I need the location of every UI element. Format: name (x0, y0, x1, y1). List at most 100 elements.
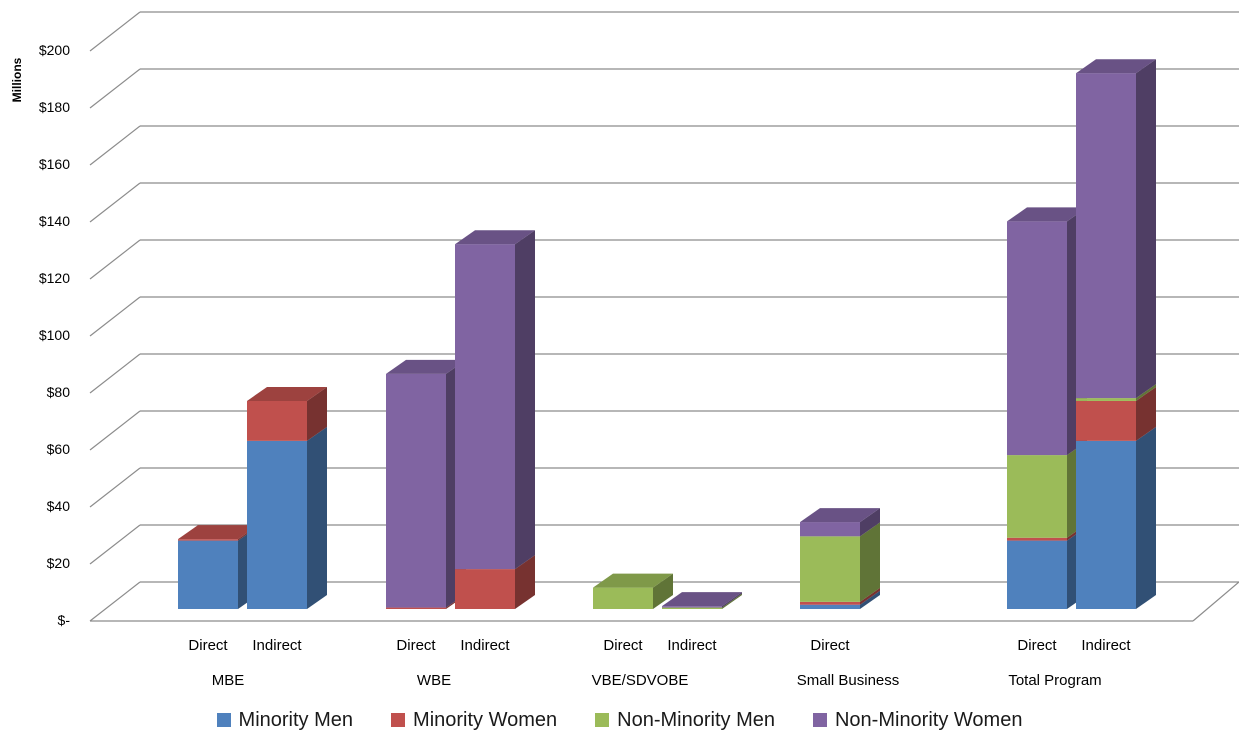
y-tick-label: $60 (47, 441, 71, 457)
bar-wbe-indirect-non-minority-women-side (515, 230, 535, 570)
gridline-depth (89, 182, 141, 223)
x-tick-label-total-program-direct: Direct (1017, 637, 1057, 654)
floor-right-edge (1192, 581, 1239, 622)
bar-total-program-indirect-minority-women-side (1136, 386, 1156, 441)
bar-small-business-direct-non-minority-women (800, 522, 860, 537)
bar-total-program-indirect-minority-men (1076, 440, 1136, 609)
y-tick-label: $200 (39, 42, 70, 58)
bar-wbe-direct-top (386, 359, 466, 374)
x-tick-label-vbe-sdvobe-indirect: Indirect (667, 637, 717, 654)
bar-wbe-indirect-non-minority-women (455, 244, 515, 570)
legend-label-non-minority-men: Non-Minority Men (617, 708, 775, 731)
x-tick-label-total-program-indirect: Indirect (1081, 637, 1131, 654)
bar-small-business-direct-top (800, 508, 880, 523)
legend-item-minority-men: Minority Men (216, 708, 354, 732)
bar-total-program-direct-non-minority-men (1007, 455, 1067, 538)
bar-vbe-sdvobe-indirect-non-minority-men-side (722, 593, 742, 609)
bar-mbe-indirect-top (247, 386, 327, 401)
legend-label-non-minority-women: Non-Minority Women (834, 708, 1023, 731)
bar-small-business-direct-non-minority-men-side (860, 522, 880, 602)
gridline-depth (89, 125, 141, 166)
y-tick-label: $20 (47, 555, 71, 571)
y-tick-label: $180 (39, 99, 70, 115)
legend-label-minority-women: Minority Women (413, 708, 558, 731)
gridline-depth (89, 467, 141, 508)
group-label-vbe-sdvobe: VBE/SDVOBE (592, 672, 689, 689)
bar-total-program-direct-top (1007, 207, 1087, 222)
bar-total-program-indirect-minority-men-side (1136, 426, 1156, 609)
bar-vbe-sdvobe-direct-non-minority-men (593, 587, 653, 609)
bar-total-program-direct-minority-women (1007, 537, 1067, 541)
gridline-depth (89, 581, 141, 622)
bar-wbe-indirect-minority-women (455, 569, 515, 609)
group-label-small-business: Small Business (797, 672, 900, 689)
y-axis-label: Millions (10, 57, 24, 102)
bar-mbe-direct-minority-men (178, 540, 238, 609)
bar-vbe-sdvobe-indirect-top (662, 592, 742, 607)
bar-total-program-direct-minority-men (1007, 540, 1067, 609)
gridline-depth (89, 410, 141, 451)
x-tick-label-small-business-direct: Direct (810, 637, 850, 654)
bar-mbe-indirect-minority-men (247, 440, 307, 609)
legend-swatch-minority-men (216, 713, 231, 727)
bar-total-program-indirect-non-minority-men (1076, 398, 1136, 401)
group-label-total-program: Total Program (1008, 672, 1101, 689)
bar-vbe-sdvobe-direct-top (593, 573, 673, 588)
bar-mbe-indirect-minority-men-side (307, 426, 327, 609)
legend-swatch-minority-women (391, 713, 406, 727)
x-tick-label-mbe-indirect: Indirect (252, 637, 302, 654)
bar-small-business-direct-minority-men-side (860, 590, 880, 609)
y-tick-label: $40 (47, 498, 71, 514)
x-tick-label-wbe-direct: Direct (396, 637, 436, 654)
legend-swatch-non-minority-men (595, 713, 610, 727)
bar-vbe-sdvobe-direct-non-minority-men-side (653, 573, 673, 609)
x-tick-label-mbe-direct: Direct (188, 637, 228, 654)
bar-mbe-indirect-minority-women-side (307, 386, 327, 441)
bar-small-business-direct-non-minority-women-side (860, 508, 880, 537)
y-tick-label: $100 (39, 327, 70, 343)
bar-wbe-direct-minority-women (386, 607, 446, 609)
y-tick-label: $160 (39, 156, 70, 172)
bar-total-program-indirect-non-minority-men-side (1136, 384, 1156, 401)
bar-total-program-indirect-top (1076, 59, 1156, 74)
bar-vbe-sdvobe-indirect-non-minority-women (662, 606, 722, 608)
gridline-depth (89, 68, 141, 109)
legend-item-non-minority-men: Non-Minority Men (595, 709, 775, 732)
bar-mbe-direct-minority-women (178, 539, 238, 541)
legend: Minority Men Minority Women Non-Minority… (0, 704, 1239, 736)
x-tick-label-vbe-sdvobe-direct: Direct (603, 637, 643, 654)
legend-label-minority-men: Minority Men (238, 708, 354, 731)
y-tick-label: $140 (39, 213, 70, 229)
gridline-depth (89, 353, 141, 394)
bar-small-business-direct-non-minority-men (800, 536, 860, 602)
y-tick-label: $120 (39, 270, 70, 286)
legend-item-minority-women: Minority Women (391, 709, 557, 732)
gridline-depth (89, 239, 141, 280)
bar-vbe-sdvobe-indirect-non-minority-women-side (722, 592, 742, 608)
legend-item-non-minority-women: Non-Minority Women (812, 708, 1023, 732)
bar-total-program-direct-non-minority-women (1007, 221, 1067, 456)
bar-total-program-indirect-non-minority-women-side (1136, 59, 1156, 399)
bar-small-business-direct-minority-men (800, 604, 860, 609)
y-tick-label: $80 (47, 384, 71, 400)
bar-total-program-indirect-non-minority-women (1076, 73, 1136, 399)
bar-wbe-indirect-minority-women-side (515, 555, 535, 609)
gridline-depth (89, 11, 141, 52)
bar-vbe-sdvobe-indirect-non-minority-men (662, 607, 722, 609)
bar-small-business-direct-minority-women (800, 601, 860, 605)
y-tick-label: $- (58, 612, 71, 628)
bar-total-program-indirect-minority-women (1076, 400, 1136, 441)
bar-mbe-direct-top (178, 525, 258, 540)
x-tick-label-wbe-indirect: Indirect (460, 637, 510, 654)
group-label-wbe: WBE (417, 672, 451, 689)
bar-wbe-direct-non-minority-women (386, 373, 446, 608)
legend-swatch-non-minority-women (812, 713, 827, 727)
gridline-depth (89, 524, 141, 565)
group-label-mbe: MBE (212, 672, 245, 689)
bar-mbe-indirect-minority-women (247, 400, 307, 441)
bar-wbe-indirect-top (455, 230, 535, 245)
gridline-depth (89, 296, 141, 337)
bar-small-business-direct-minority-women-side (860, 587, 880, 605)
